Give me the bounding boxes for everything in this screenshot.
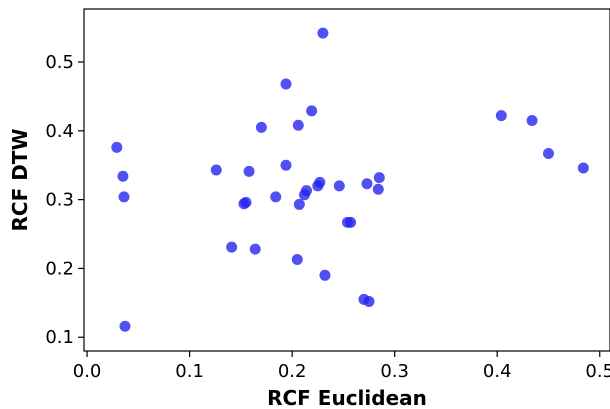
data-point [240, 196, 252, 208]
data-point [210, 164, 222, 176]
data-point [249, 243, 261, 255]
data-point [363, 295, 375, 307]
data-point [118, 191, 130, 203]
data-point [226, 241, 238, 253]
data-point [314, 176, 326, 188]
data-point [372, 183, 384, 195]
y-tick-label: 0.3 [45, 190, 74, 211]
data-point [292, 119, 304, 131]
x-tick-label: 0.3 [380, 361, 409, 382]
data-point [361, 178, 373, 190]
data-point [317, 27, 329, 39]
y-tick-label: 0.1 [45, 327, 74, 348]
data-point [542, 148, 554, 160]
x-tick-label: 0.5 [585, 361, 610, 382]
data-point [293, 198, 305, 210]
data-point [111, 141, 123, 153]
y-axis-label: RCF DTW [8, 128, 32, 231]
data-point [291, 253, 303, 265]
x-tick-label: 0.2 [278, 361, 307, 382]
x-tick-label: 0.1 [175, 361, 204, 382]
data-point [280, 78, 292, 90]
data-point [526, 114, 538, 126]
data-point [306, 105, 318, 117]
data-point [119, 320, 131, 332]
data-point [495, 110, 507, 122]
data-point [300, 185, 312, 197]
data-point [577, 162, 589, 174]
x-tick-label: 0.0 [73, 361, 102, 382]
x-axis-label: RCF Euclidean [267, 386, 427, 409]
data-points [111, 27, 589, 332]
x-tick-label: 0.4 [483, 361, 512, 382]
data-point [280, 159, 292, 171]
data-point [333, 180, 345, 192]
data-point [243, 165, 255, 177]
data-point [270, 191, 282, 203]
y-tick-label: 0.2 [45, 258, 74, 279]
data-point [319, 269, 331, 281]
plot-area [83, 8, 610, 352]
y-tick-label: 0.4 [45, 121, 74, 142]
data-point [255, 121, 267, 133]
data-point [345, 216, 357, 228]
y-axis-ticks: 0.1 0.2 0.3 0.4 0.5 [45, 52, 84, 348]
data-point [373, 172, 385, 184]
y-tick-label: 0.5 [45, 52, 74, 73]
x-axis-ticks: 0.0 0.1 0.2 0.3 0.4 0.5 [73, 351, 610, 382]
data-point [117, 170, 129, 182]
